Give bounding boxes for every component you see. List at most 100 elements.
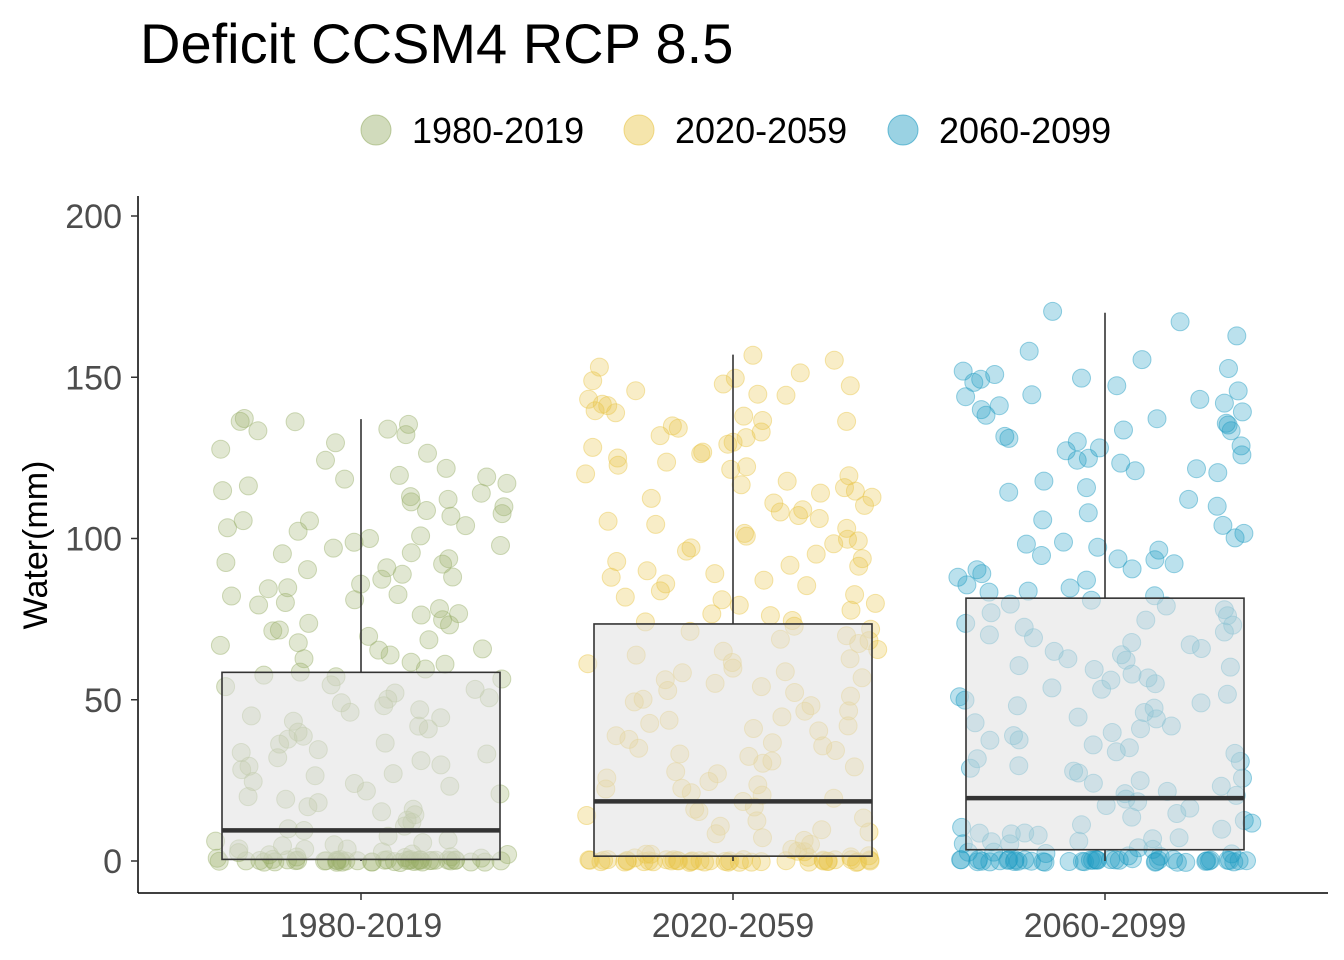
data-point-2060-2099-166	[1067, 450, 1087, 470]
data-point-2020-2059-192	[840, 376, 860, 396]
data-point-1980-2019-167	[213, 481, 233, 501]
data-point-2060-2099-19	[1072, 851, 1092, 871]
x-tick-label-1980-2019: 1980-2019	[280, 907, 443, 945]
data-point-2020-2059-131	[656, 574, 676, 594]
data-point-2020-2059-153	[770, 502, 790, 522]
data-point-2020-2059-128	[845, 585, 865, 605]
data-point-2060-2099-164	[1187, 459, 1206, 479]
data-point-2060-2099-138	[957, 575, 977, 595]
data-point-1980-2019-129	[449, 604, 469, 624]
data-point-2020-2059-190	[748, 384, 768, 404]
y-tick-label-200: 200	[65, 198, 122, 236]
data-point-2060-2099-171	[1231, 436, 1251, 456]
data-point-1980-2019-126	[299, 613, 319, 633]
data-point-2060-2099-13	[998, 850, 1018, 870]
data-point-2020-2059-130	[797, 576, 817, 596]
data-point-2060-2099-31	[1005, 852, 1024, 871]
data-point-2060-2099-178	[1216, 413, 1236, 433]
data-point-2060-2099-11	[1149, 850, 1168, 870]
data-point-2060-2099-187	[1022, 385, 1042, 405]
data-point-2060-2099-183	[989, 396, 1009, 416]
data-point-2020-2059-135	[637, 561, 657, 581]
data-point-2060-2099-168	[1232, 445, 1252, 465]
data-point-2060-2099-156	[1078, 503, 1098, 523]
data-point-2020-2059-185	[585, 401, 605, 421]
data-point-2060-2099-147	[1032, 546, 1051, 565]
data-point-2060-2099-145	[1145, 550, 1165, 570]
data-point-2020-2059-162	[731, 475, 751, 495]
data-point-2060-2099-180	[976, 405, 996, 425]
data-point-1980-2019-140	[443, 567, 463, 587]
data-point-1980-2019-123	[263, 621, 283, 641]
data-point-2060-2099-21	[1229, 851, 1249, 871]
legend: 1980-2019 2020-2059 2060-2099	[360, 110, 1111, 151]
data-point-2020-2059-165	[576, 464, 596, 484]
data-point-1980-2019-141	[392, 564, 412, 584]
data-point-2020-2059-180	[662, 416, 682, 436]
data-point-1980-2019-151	[344, 532, 364, 552]
data-point-2060-2099-149	[1088, 537, 1108, 557]
legend-label-2060-2099: 2060-2099	[939, 110, 1111, 151]
data-point-2060-2099-12	[968, 852, 988, 872]
data-point-2060-2099-28	[1033, 852, 1053, 872]
data-point-2020-2059-150	[598, 511, 618, 531]
data-point-1980-2019-135	[388, 585, 408, 604]
data-point-2060-2099-190	[964, 372, 984, 392]
data-point-2020-2059-156	[764, 493, 784, 513]
data-point-1980-2019-158	[233, 511, 253, 531]
data-point-2020-2059-155	[855, 495, 874, 515]
y-tick-label-100: 100	[65, 521, 122, 559]
data-point-2020-2059-142	[681, 538, 701, 558]
data-point-2020-2059-184	[606, 403, 626, 423]
data-point-1980-2019-139	[372, 569, 392, 589]
data-point-1980-2019-148	[401, 543, 421, 563]
data-point-1980-2019-117	[369, 640, 389, 660]
data-point-2020-2059-146	[736, 526, 756, 546]
data-point-2020-2059-137	[780, 555, 800, 575]
data-point-2060-2099-144	[1164, 554, 1184, 574]
data-point-1980-2019-177	[326, 433, 345, 453]
data-point-2020-2059-179	[668, 418, 688, 438]
data-point-2020-2059-159	[811, 483, 830, 503]
boxplots	[221, 312, 1245, 861]
y-axis-ticks: 0 50 100 150 200	[65, 198, 138, 881]
data-point-2020-2059-132	[754, 570, 774, 590]
data-point-2060-2099-20	[1197, 851, 1217, 871]
data-point-2020-2059-188	[579, 389, 599, 409]
data-point-2060-2099-15	[1218, 850, 1238, 870]
data-point-1980-2019-162	[494, 497, 514, 517]
data-point-1980-2019-183	[230, 411, 250, 431]
data-point-2060-2099-170	[1090, 438, 1109, 458]
data-point-2060-2099-184	[1214, 393, 1234, 413]
data-point-1980-2019-120	[288, 633, 308, 653]
data-point-2060-2099-152	[1225, 528, 1245, 548]
data-point-2060-2099-7	[951, 850, 971, 870]
data-point-2060-2099-40	[1015, 850, 1035, 870]
data-point-2060-2099-163	[1125, 461, 1145, 481]
data-point-2020-2059-177	[650, 426, 670, 446]
data-point-2060-2099-139	[1077, 570, 1096, 590]
x-tick-label-2020-2059: 2020-2059	[652, 907, 815, 945]
data-point-2060-2099-185	[1190, 389, 1210, 409]
data-point-2060-2099-38	[1176, 852, 1196, 872]
data-point-2020-2059-164	[839, 466, 859, 486]
data-point-2060-2099-27	[1237, 851, 1256, 871]
y-axis-title: Water(mm)	[17, 461, 55, 630]
data-point-2060-2099-0	[1146, 852, 1166, 871]
data-point-2060-2099-36	[1220, 851, 1239, 870]
data-point-1980-2019-169	[497, 473, 517, 493]
data-point-2020-2059-140	[806, 544, 826, 564]
data-point-2060-2099-25	[1145, 852, 1165, 872]
data-point-2020-2059-195	[725, 368, 745, 388]
data-point-1980-2019-155	[218, 518, 237, 538]
data-point-2060-2099-154	[1213, 515, 1233, 535]
data-point-2020-2059-124	[729, 595, 749, 615]
legend-swatch-2020-2059	[623, 114, 655, 146]
data-point-2060-2099-153	[1234, 523, 1254, 543]
data-point-2060-2099-192	[1072, 368, 1091, 388]
data-point-2060-2099-34	[1083, 850, 1103, 870]
data-point-2060-2099-32	[1201, 850, 1220, 870]
data-point-2060-2099-167	[1078, 448, 1098, 468]
data-point-1980-2019-131	[249, 595, 269, 615]
